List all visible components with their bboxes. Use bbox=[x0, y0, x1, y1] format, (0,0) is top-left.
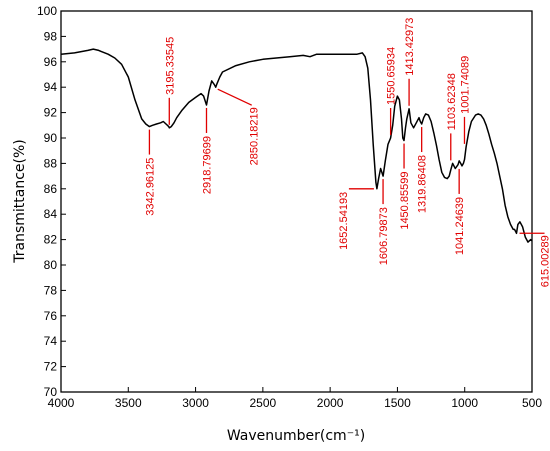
x-tick-label: 1000 bbox=[451, 396, 478, 410]
peak-label: 1041.24639 bbox=[454, 197, 466, 255]
peak-label: 3195.33545 bbox=[164, 37, 176, 95]
x-tick-label: 3500 bbox=[115, 396, 142, 410]
annotation-leaders bbox=[148, 78, 545, 234]
y-tick-label: 70 bbox=[44, 385, 58, 399]
peak-label: 1413.42973 bbox=[404, 18, 416, 76]
x-tick-label: 1500 bbox=[384, 396, 411, 410]
y-tick-label: 78 bbox=[44, 283, 58, 297]
tick-labels: 4000 3500 3000 2500 2000 1500 1000 500 70 72 74 76 7… bbox=[37, 4, 542, 410]
peak-label: 1550.65934 bbox=[386, 47, 398, 105]
peak-label: 1001.74089 bbox=[459, 56, 471, 114]
y-tick-label: 92 bbox=[44, 106, 58, 120]
peak-label: 1652.54193 bbox=[338, 192, 350, 250]
y-tick-label: 76 bbox=[44, 309, 58, 323]
peak-label: 3342.96125 bbox=[144, 158, 156, 216]
spectrum-line bbox=[60, 48, 533, 243]
y-tick-label: 82 bbox=[44, 233, 58, 247]
x-tick-label: 2000 bbox=[317, 396, 344, 410]
x-tick-label: 3000 bbox=[182, 396, 209, 410]
y-tick-label: 90 bbox=[44, 131, 58, 145]
y-tick-label: 100 bbox=[37, 4, 57, 18]
y-tick-label: 96 bbox=[44, 55, 58, 69]
x-axis-label: Wavenumber(cm⁻¹) bbox=[227, 428, 365, 444]
x-tick-label: 4000 bbox=[48, 396, 75, 410]
plot-frame bbox=[60, 10, 533, 393]
y-tick-label: 84 bbox=[44, 207, 58, 221]
peak-label: 2850.18219 bbox=[249, 107, 261, 165]
annotation-labels: 3342.96125 3195.33545 2918.79699 2850.18219… bbox=[144, 18, 550, 288]
peak-label: 1606.79873 bbox=[378, 207, 390, 265]
peak-label: 1103.62348 bbox=[446, 73, 458, 130]
y-tick-label: 80 bbox=[44, 258, 58, 272]
y-tick-label: 88 bbox=[44, 156, 58, 170]
x-tick-label: 500 bbox=[522, 396, 542, 410]
y-axis-label: Transmittance(%) bbox=[12, 139, 28, 264]
y-tick-label: 98 bbox=[44, 29, 58, 43]
y-tick-label: 86 bbox=[44, 182, 58, 196]
peak-label: 1450.85599 bbox=[399, 172, 411, 230]
y-tick-label: 74 bbox=[44, 334, 58, 348]
axis-ticks bbox=[60, 10, 533, 393]
y-tick-label: 94 bbox=[44, 80, 58, 94]
x-tick-label: 2500 bbox=[250, 396, 277, 410]
peak-label: 2918.79699 bbox=[201, 136, 213, 194]
peak-label: 615.00289 bbox=[540, 235, 550, 287]
peak-label: 1319.86408 bbox=[417, 155, 429, 213]
annotation-leader bbox=[217, 88, 253, 106]
y-tick-label: 72 bbox=[44, 360, 58, 374]
